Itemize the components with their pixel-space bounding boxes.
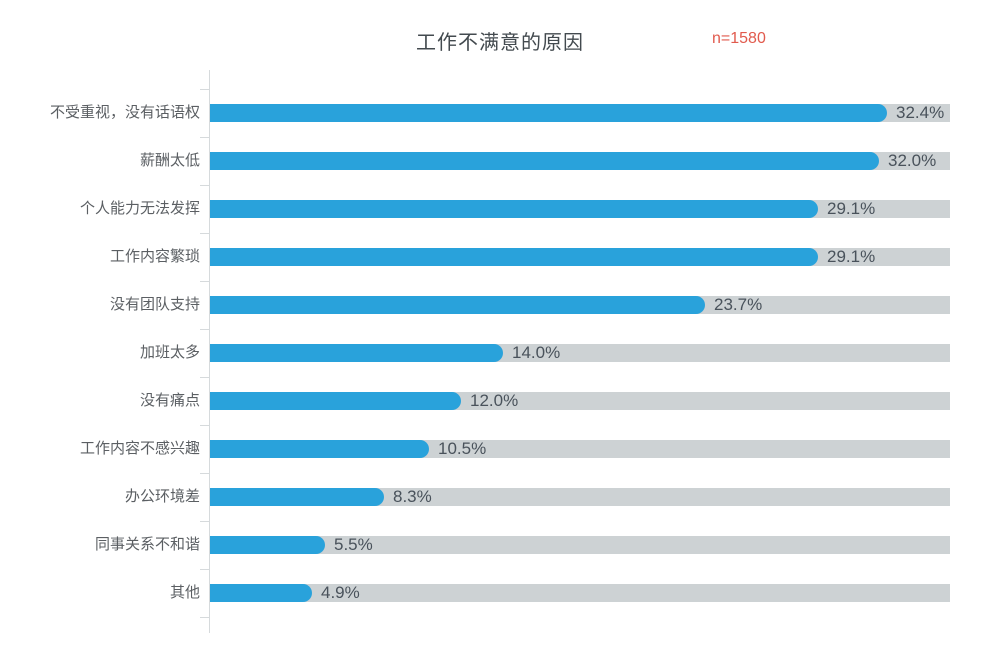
axis-tick: [200, 137, 209, 138]
bar-track: [210, 584, 950, 602]
bar-fill: [210, 104, 887, 122]
value-label: 4.9%: [321, 583, 360, 602]
bar-fill: [210, 488, 384, 506]
bar-row: 薪酬太低 32.0%: [0, 137, 1000, 185]
category-label: 工作内容繁琐: [109, 248, 200, 265]
value-label: 14.0%: [512, 343, 561, 362]
bar-row: 不受重视，没有话语权 32.4%: [0, 89, 1000, 137]
category-label: 没有团队支持: [109, 296, 200, 313]
bar-fill: [210, 344, 503, 362]
bar-row: 工作内容繁琐 29.1%: [0, 233, 1000, 281]
bar-row: 工作内容不感兴趣 10.5%: [0, 425, 1000, 473]
value-label: 29.1%: [827, 199, 876, 218]
axis-tick: [200, 617, 209, 618]
bar-fill: [210, 440, 429, 458]
category-label: 办公环境差: [124, 488, 200, 505]
value-label: 29.1%: [827, 247, 876, 266]
bar-row: 办公环境差 8.3%: [0, 473, 1000, 521]
value-label: 32.0%: [888, 151, 937, 170]
bar-fill: [210, 152, 879, 170]
axis-tick: [200, 329, 209, 330]
bar-row: 个人能力无法发挥 29.1%: [0, 185, 1000, 233]
value-label: 23.7%: [714, 295, 763, 314]
category-label: 工作内容不感兴趣: [79, 440, 200, 457]
sample-size-label: n=1580: [712, 30, 766, 47]
axis-tick: [200, 425, 209, 426]
bar-fill: [210, 392, 461, 410]
axis-tick: [200, 89, 209, 90]
axis-tick: [200, 281, 209, 282]
bar-track: [210, 488, 950, 506]
bar-fill: [210, 296, 705, 314]
axis-tick: [200, 185, 209, 186]
value-label: 5.5%: [334, 535, 373, 554]
category-label: 同事关系不和谐: [94, 536, 200, 553]
category-label: 其他: [169, 584, 200, 601]
bar-fill: [210, 536, 325, 554]
axis-tick: [200, 521, 209, 522]
value-label: 10.5%: [438, 439, 487, 458]
chart-title: 工作不满意的原因: [416, 32, 584, 54]
bar-fill: [210, 200, 818, 218]
axis-tick: [200, 233, 209, 234]
value-label: 12.0%: [470, 391, 519, 410]
bar-track: [210, 536, 950, 554]
bar-fill: [210, 584, 312, 602]
value-label: 8.3%: [393, 487, 432, 506]
y-axis-line: [209, 70, 210, 633]
category-label: 加班太多: [139, 344, 200, 361]
bar-row: 同事关系不和谐 5.5%: [0, 521, 1000, 569]
category-label: 不受重视，没有话语权: [49, 104, 200, 121]
bar-row: 没有团队支持 23.7%: [0, 281, 1000, 329]
category-label: 个人能力无法发挥: [79, 200, 200, 217]
value-label: 32.4%: [896, 103, 945, 122]
axis-tick: [200, 569, 209, 570]
bar-row: 加班太多 14.0%: [0, 329, 1000, 377]
category-label: 没有痛点: [139, 392, 200, 409]
category-label: 薪酬太低: [139, 152, 200, 169]
axis-tick: [200, 377, 209, 378]
bar-fill: [210, 248, 818, 266]
bar-row: 其他 4.9%: [0, 569, 1000, 617]
bar-row: 没有痛点 12.0%: [0, 377, 1000, 425]
axis-tick: [200, 473, 209, 474]
